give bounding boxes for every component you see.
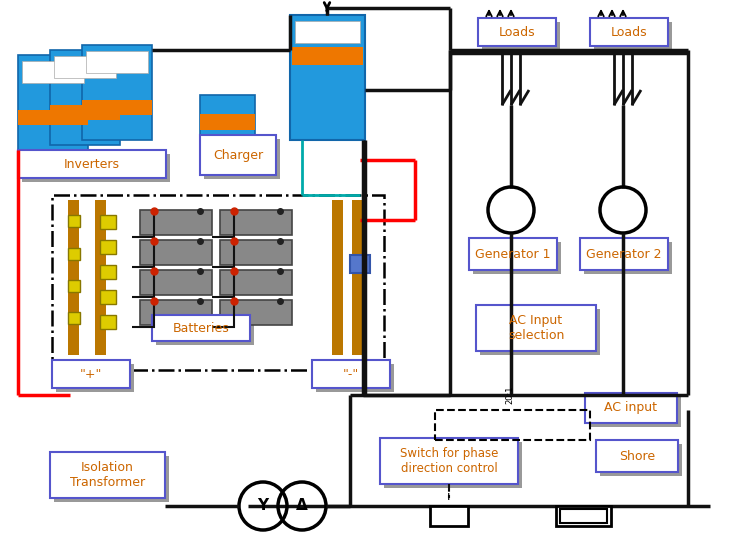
Bar xyxy=(556,506,611,526)
Text: Generator 2: Generator 2 xyxy=(586,247,662,260)
Text: Batteries: Batteries xyxy=(172,322,229,335)
Text: i: i xyxy=(447,490,450,503)
Bar xyxy=(140,240,212,265)
Bar xyxy=(580,238,668,270)
Bar xyxy=(295,21,360,43)
Text: "-": "-" xyxy=(343,368,359,381)
Bar xyxy=(82,100,152,115)
Bar xyxy=(68,312,80,324)
Bar xyxy=(100,215,116,229)
Text: Isolation
Transformer: Isolation Transformer xyxy=(70,461,145,489)
Bar xyxy=(86,51,148,73)
Bar xyxy=(473,242,561,274)
Bar xyxy=(68,248,80,260)
Bar xyxy=(384,442,522,488)
Text: Loads: Loads xyxy=(611,26,648,38)
Bar xyxy=(380,438,518,484)
Bar xyxy=(152,315,250,341)
Bar xyxy=(482,22,560,50)
Bar xyxy=(68,280,80,292)
Bar xyxy=(200,114,255,130)
Bar xyxy=(200,95,255,160)
Bar xyxy=(430,506,468,526)
Text: victron energy: victron energy xyxy=(304,22,350,27)
Bar xyxy=(220,240,292,265)
Bar xyxy=(50,105,120,120)
Bar xyxy=(596,440,678,472)
Bar xyxy=(220,210,292,235)
Bar xyxy=(584,242,672,274)
Text: Loads: Loads xyxy=(499,26,535,38)
Bar xyxy=(204,139,280,179)
Text: AC input: AC input xyxy=(604,401,658,415)
Bar xyxy=(590,18,668,46)
Text: Switch for phase
direction control: Switch for phase direction control xyxy=(400,447,498,475)
Bar xyxy=(220,300,292,325)
Bar xyxy=(100,240,116,254)
Bar xyxy=(50,50,120,145)
Text: Charger: Charger xyxy=(213,148,263,161)
Text: Shore: Shore xyxy=(619,450,655,463)
Bar xyxy=(52,195,384,370)
Bar xyxy=(22,154,170,182)
Bar xyxy=(469,238,557,270)
Bar xyxy=(68,200,79,355)
Bar xyxy=(50,452,165,498)
Bar xyxy=(480,309,600,355)
Bar xyxy=(95,200,106,355)
Text: AC Input
selection: AC Input selection xyxy=(508,314,564,342)
Bar xyxy=(22,61,84,83)
Bar xyxy=(585,393,677,423)
Bar xyxy=(478,18,556,46)
Text: Y: Y xyxy=(258,498,269,514)
Bar xyxy=(18,55,88,150)
Text: Generator 1: Generator 1 xyxy=(475,247,550,260)
Bar xyxy=(316,364,394,392)
Bar xyxy=(54,56,116,78)
Bar xyxy=(100,265,116,279)
Text: Δ: Δ xyxy=(296,498,308,514)
Bar xyxy=(600,444,682,476)
Bar xyxy=(140,300,212,325)
Text: "+": "+" xyxy=(80,368,102,381)
Bar xyxy=(82,45,152,140)
Text: Inverters: Inverters xyxy=(64,158,120,171)
Bar xyxy=(100,315,116,329)
Bar xyxy=(140,210,212,235)
Bar xyxy=(350,255,370,273)
Bar xyxy=(100,290,116,304)
Bar xyxy=(140,270,212,295)
Bar xyxy=(156,319,254,345)
Bar xyxy=(435,410,590,440)
Bar xyxy=(54,456,169,502)
Bar xyxy=(56,364,134,392)
Bar xyxy=(560,509,607,523)
Bar xyxy=(352,200,363,355)
Bar xyxy=(68,215,80,227)
Bar xyxy=(312,360,390,388)
Bar xyxy=(220,270,292,295)
Bar xyxy=(292,47,363,65)
Text: 20:1: 20:1 xyxy=(505,386,515,404)
Bar xyxy=(18,110,88,125)
Bar xyxy=(290,15,365,140)
Bar xyxy=(476,305,596,351)
Bar xyxy=(200,135,276,175)
Bar xyxy=(589,397,681,427)
Bar xyxy=(332,200,343,355)
Bar xyxy=(18,150,166,178)
Bar xyxy=(594,22,672,50)
Bar xyxy=(52,360,130,388)
